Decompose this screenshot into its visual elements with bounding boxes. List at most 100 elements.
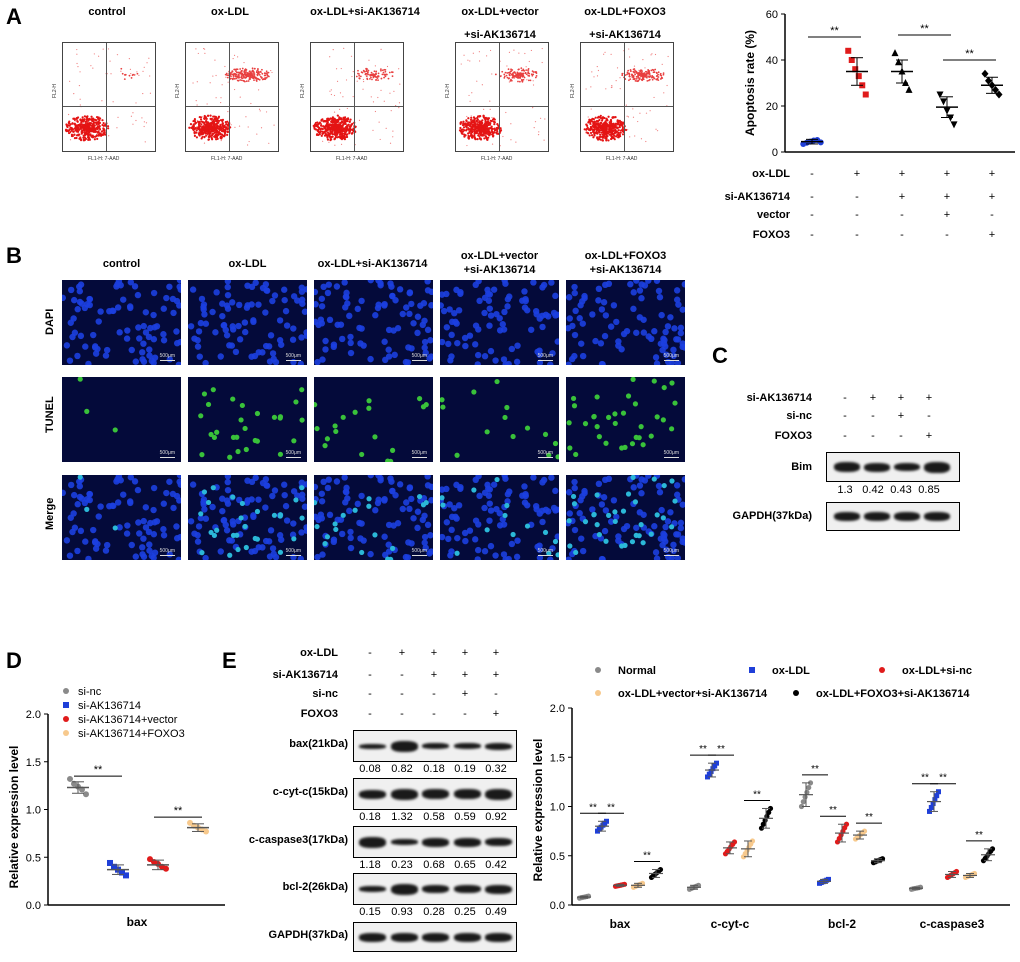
protein-band bbox=[485, 742, 512, 750]
flow-dot bbox=[467, 59, 469, 61]
flow-dot bbox=[96, 125, 99, 128]
nucleus bbox=[224, 475, 232, 480]
flow-dot bbox=[520, 67, 523, 70]
flow-dot bbox=[248, 70, 251, 73]
tunel-positive-cell bbox=[594, 492, 600, 498]
flow-dot bbox=[476, 117, 479, 121]
flow-dot bbox=[621, 133, 625, 136]
legend-marker bbox=[63, 730, 69, 736]
flow-dot bbox=[471, 92, 473, 94]
nucleus bbox=[404, 359, 412, 365]
nucleus bbox=[299, 300, 306, 307]
flow-dot bbox=[95, 121, 98, 124]
data-point bbox=[710, 766, 716, 772]
nucleus bbox=[381, 533, 388, 540]
nucleus bbox=[602, 507, 610, 514]
flow-dot bbox=[250, 102, 252, 105]
flow-dot bbox=[236, 68, 239, 71]
flow-dot bbox=[249, 73, 252, 76]
nucleus bbox=[229, 299, 236, 306]
flow-dot bbox=[346, 118, 350, 121]
flow-dot bbox=[98, 119, 101, 122]
scale-bar: 500μm bbox=[411, 353, 428, 361]
flow-dot bbox=[89, 122, 93, 125]
flow-dot bbox=[329, 139, 332, 142]
nucleus bbox=[219, 300, 226, 307]
flow-dot bbox=[212, 122, 215, 125]
flow-dot bbox=[75, 125, 78, 128]
flow-dot bbox=[643, 75, 646, 78]
nucleus bbox=[508, 540, 516, 548]
nucleus bbox=[197, 319, 205, 327]
condition-sign: - bbox=[494, 688, 498, 700]
protein-band bbox=[422, 837, 449, 847]
blot-quant: 0.42 bbox=[485, 859, 507, 871]
tunel-positive-cell bbox=[619, 445, 625, 451]
nucleus bbox=[414, 508, 422, 515]
data-point bbox=[749, 838, 756, 844]
nucleus bbox=[658, 506, 665, 514]
tunel-positive-cell bbox=[277, 415, 283, 421]
condition-sign: - bbox=[990, 209, 994, 221]
nucleus bbox=[347, 544, 355, 552]
flow-dot bbox=[607, 134, 609, 136]
condition-sign: + bbox=[897, 410, 905, 422]
flow-dot bbox=[597, 69, 600, 72]
flow-dot bbox=[480, 130, 483, 133]
nucleus bbox=[408, 300, 415, 308]
tunel-positive-cell bbox=[620, 508, 627, 514]
flow-dot bbox=[261, 72, 264, 75]
tunel-positive-cell bbox=[494, 378, 500, 385]
flow-dot bbox=[365, 67, 368, 70]
micro-cells bbox=[198, 387, 305, 460]
flow-dot bbox=[273, 124, 275, 126]
significance-label: ** bbox=[753, 789, 761, 800]
significance-label: ** bbox=[699, 744, 707, 755]
nucleus bbox=[255, 301, 262, 308]
tunel-positive-cell bbox=[612, 420, 618, 427]
flow-dot bbox=[104, 123, 107, 126]
nucleus bbox=[427, 532, 433, 539]
flow-dot bbox=[379, 68, 382, 71]
nucleus bbox=[123, 335, 131, 342]
flow-dot bbox=[232, 74, 235, 76]
nucleus bbox=[142, 524, 150, 531]
blot-quant: 0.25 bbox=[454, 906, 476, 918]
flow-dot bbox=[326, 129, 329, 132]
nucleus bbox=[545, 508, 552, 515]
nucleus bbox=[140, 535, 147, 542]
tunel-positive-cell bbox=[291, 438, 297, 444]
tunel-positive-cell bbox=[654, 512, 660, 518]
flow-dot bbox=[241, 77, 244, 80]
nucleus bbox=[212, 329, 219, 336]
flow-dot bbox=[220, 136, 223, 139]
flow-header-vector-2: +si-AK136714 bbox=[464, 29, 536, 41]
flow-dot bbox=[358, 77, 361, 80]
flow-dot bbox=[224, 65, 226, 68]
flow-dot bbox=[345, 126, 349, 129]
nucleus bbox=[679, 306, 685, 313]
flow-dot bbox=[200, 127, 202, 129]
nucleus bbox=[236, 301, 243, 309]
flow-dot bbox=[234, 73, 237, 76]
flow-dot bbox=[588, 118, 591, 121]
flow-dot bbox=[320, 132, 322, 135]
flow-dot bbox=[372, 101, 375, 103]
flow-dot bbox=[192, 128, 195, 131]
nucleus bbox=[466, 332, 474, 339]
legend-marker bbox=[595, 667, 601, 673]
flow-dot bbox=[666, 84, 668, 87]
y-tick-label: 2.0 bbox=[26, 709, 41, 721]
nucleus bbox=[576, 510, 583, 517]
nucleus bbox=[150, 359, 157, 365]
flow-dot bbox=[207, 132, 210, 135]
flow-dot bbox=[388, 71, 391, 74]
condition-sign: + bbox=[988, 229, 996, 241]
nucleus bbox=[70, 510, 77, 517]
flow-dot bbox=[245, 69, 248, 71]
flow-dot bbox=[594, 116, 597, 119]
blot-quant: 0.42 bbox=[862, 484, 884, 496]
flow-dot bbox=[399, 83, 401, 85]
nucleus bbox=[303, 329, 307, 336]
data-point bbox=[123, 872, 129, 879]
